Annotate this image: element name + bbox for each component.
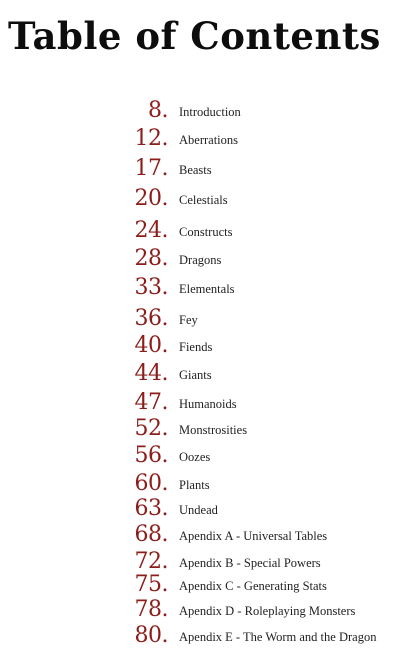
- entry-label: Apendix B - Special Powers: [179, 556, 321, 570]
- toc-entry[interactable]: 33. Elementals: [0, 275, 407, 301]
- page-number: 36.: [134, 306, 169, 331]
- page-number: 24.: [134, 218, 169, 243]
- toc-entry[interactable]: 52. Monstrosities: [0, 416, 407, 442]
- entry-label: Apendix C - Generating Stats: [179, 579, 327, 593]
- entry-label: Apendix D - Roleplaying Monsters: [179, 604, 356, 618]
- toc-entry[interactable]: 40. Fiends: [0, 333, 407, 359]
- page-title: Table of Contents: [8, 14, 381, 58]
- toc-entry[interactable]: 17. Beasts: [0, 156, 407, 182]
- toc-entry[interactable]: 78. Apendix D - Roleplaying Monsters: [0, 597, 407, 623]
- entry-label: Humanoids: [179, 397, 237, 411]
- toc-entry[interactable]: 80. Apendix E - The Worm and the Dragon: [0, 623, 407, 649]
- entry-label: Apendix A - Universal Tables: [179, 529, 328, 543]
- entry-label: Undead: [179, 503, 218, 517]
- toc-entry[interactable]: 36. Fey: [0, 306, 407, 332]
- page-number: 52.: [134, 416, 169, 441]
- toc-entry[interactable]: 72. Apendix B - Special Powers: [0, 549, 407, 575]
- entry-label: Introduction: [179, 105, 241, 119]
- entry-label: Apendix E - The Worm and the Dragon: [179, 630, 377, 644]
- entry-label: Giants: [179, 368, 212, 382]
- entry-label: Plants: [179, 478, 210, 492]
- toc-entry[interactable]: 24. Constructs: [0, 218, 407, 244]
- page-number: 72.: [134, 549, 169, 574]
- toc-entry[interactable]: 75. Apendix C - Generating Stats: [0, 572, 407, 598]
- page-number: 44.: [134, 361, 169, 386]
- page-number: 33.: [134, 275, 169, 300]
- entry-label: Celestials: [179, 193, 228, 207]
- page-number: 63.: [134, 496, 169, 521]
- entry-label: Monstrosities: [179, 423, 248, 437]
- toc-entry[interactable]: 60. Plants: [0, 471, 407, 497]
- page-number: 78.: [134, 597, 169, 622]
- page-number: 28.: [134, 246, 169, 271]
- entry-label: Oozes: [179, 450, 211, 464]
- toc-entry[interactable]: 28. Dragons: [0, 246, 407, 272]
- entry-label: Fiends: [179, 340, 213, 354]
- toc-entry[interactable]: 44. Giants: [0, 361, 407, 387]
- toc-entry[interactable]: 63. Undead: [0, 496, 407, 522]
- entry-label: Fey: [179, 313, 198, 327]
- toc-entry[interactable]: 56. Oozes: [0, 443, 407, 469]
- page-number: 47.: [134, 390, 169, 415]
- page-number: 17.: [134, 156, 169, 181]
- entry-label: Elementals: [179, 282, 235, 296]
- entry-label: Constructs: [179, 225, 233, 239]
- entry-label: Aberrations: [179, 133, 239, 147]
- toc-entry[interactable]: 47. Humanoids: [0, 390, 407, 416]
- toc-entry[interactable]: 68. Apendix A - Universal Tables: [0, 522, 407, 548]
- toc-entry[interactable]: 8. Introduction: [0, 98, 407, 124]
- entry-label: Dragons: [179, 253, 222, 267]
- page-number: 40.: [134, 333, 169, 358]
- page-number: 60.: [134, 471, 169, 496]
- entry-label: Beasts: [179, 163, 212, 177]
- page-number: 56.: [134, 443, 169, 468]
- toc-entry[interactable]: 20. Celestials: [0, 186, 407, 212]
- page-number: 12.: [134, 126, 169, 151]
- toc-entry[interactable]: 12. Aberrations: [0, 126, 407, 152]
- page-number: 20.: [134, 186, 169, 211]
- page-number: 80.: [134, 623, 169, 648]
- page-number: 68.: [134, 522, 169, 547]
- page-number: 75.: [134, 572, 169, 597]
- page-number: 8.: [148, 98, 169, 123]
